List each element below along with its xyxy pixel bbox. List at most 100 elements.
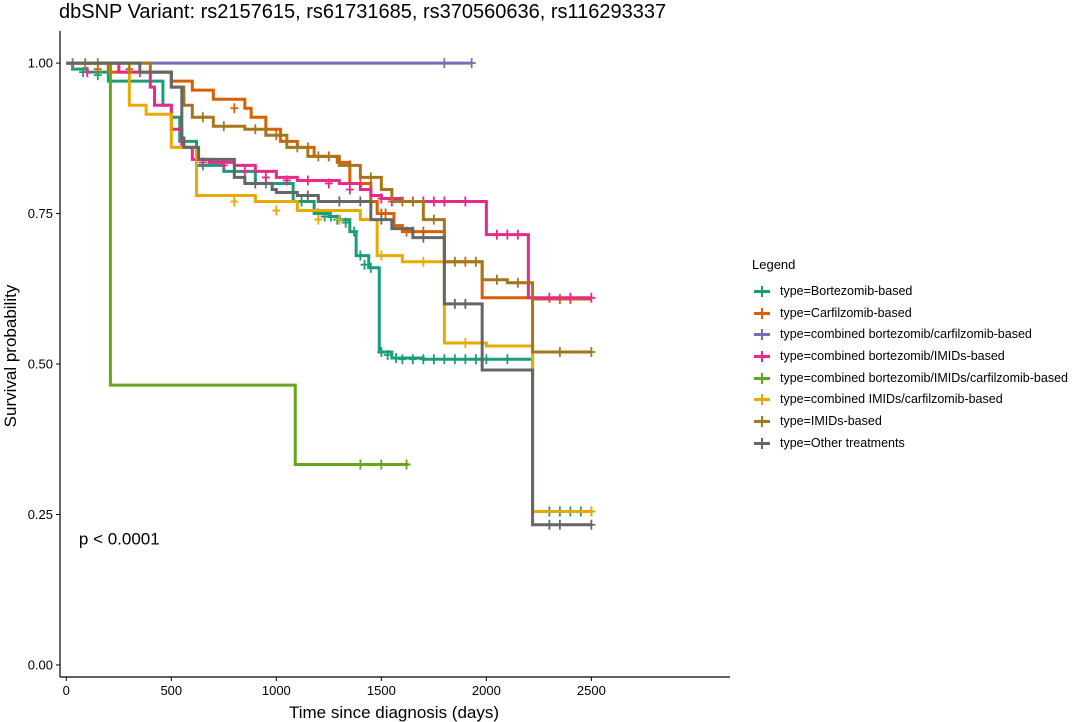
x-tick-label: 500 (160, 683, 182, 698)
axes: 0.00 0.25 0.50 0.75 1.00 0 500 1000 1500 2000 2500 (28, 31, 730, 698)
survival-curves (66, 58, 596, 530)
censor-mark (381, 208, 390, 219)
legend-items: type=Bortezomib-based type=Carfilzomib-ba… (752, 280, 1068, 454)
legend-key (752, 371, 772, 385)
y-tick-label: 1.00 (28, 56, 53, 71)
series-group (66, 61, 596, 530)
y-axis-title: Survival probability (1, 284, 20, 427)
y-tick-label: 0.25 (28, 507, 53, 522)
legend-label: type=combined bortezomib/IMIDs-based (780, 348, 1005, 363)
censor-mark (366, 172, 375, 183)
censor-mark (272, 130, 281, 141)
x-tick-label: 2000 (472, 683, 501, 698)
censor-mark (471, 354, 480, 365)
legend-key (752, 414, 772, 428)
censor-mark (219, 121, 228, 132)
legend-item: type=IMIDs-based (752, 410, 1068, 432)
legend-label: type=Other treatments (780, 435, 905, 450)
censor-mark (377, 214, 386, 225)
legend-item: type=Other treatments (752, 432, 1068, 454)
legend-key (752, 327, 772, 341)
censor-mark (83, 67, 92, 78)
censor-mark (513, 229, 522, 240)
legend-label: type=Bortezomib-based (780, 283, 913, 298)
censor-mark (419, 232, 428, 243)
censor-mark (377, 250, 386, 261)
censor-mark (482, 354, 491, 365)
y-tick-label: 0.75 (28, 206, 53, 221)
x-axis-title: Time since diagnosis (days) (289, 703, 499, 722)
legend-key (752, 306, 772, 320)
censor-mark (303, 190, 312, 201)
censor-mark (350, 226, 359, 237)
legend: Legend type=Bortezomib-based type=Carfilz… (752, 257, 1068, 454)
censor-mark (587, 346, 596, 357)
censor-mark (251, 124, 260, 135)
censor-mark (230, 196, 239, 207)
censor-mark (326, 211, 335, 222)
x-tick-label: 2500 (577, 683, 606, 698)
censor-mark (419, 256, 428, 267)
y-tick-label: 0.50 (28, 357, 53, 372)
legend-key (752, 349, 772, 363)
censor-mark (440, 58, 449, 69)
x-tick-label: 0 (63, 683, 70, 698)
survival-curve (66, 61, 592, 527)
censor-mark (293, 142, 302, 153)
legend-item: type=combined bortezomib/IMIDs-based (752, 345, 1068, 367)
censor-mark (198, 112, 207, 123)
censor-mark (587, 292, 596, 303)
censor-mark (398, 354, 407, 365)
survival-curve (66, 61, 592, 513)
censor-mark (492, 274, 501, 285)
legend-key (752, 284, 772, 298)
censor-mark (261, 172, 270, 183)
censor-mark (360, 259, 369, 270)
chart-title: dbSNP Variant: rs2157615, rs61731685, rs… (59, 1, 667, 23)
censor-mark (282, 175, 291, 186)
y-tick-label: 0.00 (28, 657, 53, 672)
censor-mark (377, 193, 386, 204)
censor-mark (324, 178, 333, 189)
censor-mark (335, 196, 344, 207)
censor-mark (366, 262, 375, 273)
legend-label: type=IMIDs-based (780, 413, 882, 428)
x-tick-label: 1500 (367, 683, 396, 698)
censor-mark (251, 178, 260, 189)
legend-item: type=Carfilzomib-based (752, 302, 1068, 324)
censor-mark (356, 250, 365, 261)
censor-mark (125, 64, 134, 75)
censor-mark (587, 519, 596, 530)
series-group (66, 61, 596, 303)
censor-mark (219, 160, 228, 171)
legend-item: type=combined bortezomib/IMIDs/carfilzom… (752, 367, 1068, 389)
censor-mark (513, 277, 522, 288)
censor-mark (440, 354, 449, 365)
p-value-annotation: p < 0.0001 (79, 530, 160, 549)
censor-mark (335, 214, 344, 225)
censor-mark (467, 58, 476, 69)
censor-mark (566, 292, 575, 303)
censor-mark (555, 519, 564, 530)
legend-label: type=combined bortezomib/carfilzomib-bas… (780, 327, 1032, 342)
legend-item: type=combined IMIDs/carfilzomib-based (752, 388, 1068, 410)
censor-mark (461, 337, 470, 348)
censor-mark (240, 166, 249, 177)
censor-mark (377, 459, 386, 470)
censor-mark (429, 354, 438, 365)
censor-mark (402, 459, 411, 470)
censor-mark (450, 256, 459, 267)
legend-key (752, 392, 772, 406)
censor-mark (377, 346, 386, 357)
censor-mark (345, 160, 354, 171)
survival-curve (66, 61, 409, 467)
censor-mark (314, 151, 323, 162)
survival-curve (66, 61, 592, 513)
censor-mark (492, 229, 501, 240)
legend-item: type=combined bortezomib/carfilzomib-bas… (752, 323, 1068, 345)
x-tick-label: 1000 (262, 683, 291, 698)
censor-mark (471, 256, 480, 267)
censor-mark (503, 229, 512, 240)
censor-mark (356, 459, 365, 470)
censor-mark (303, 175, 312, 186)
